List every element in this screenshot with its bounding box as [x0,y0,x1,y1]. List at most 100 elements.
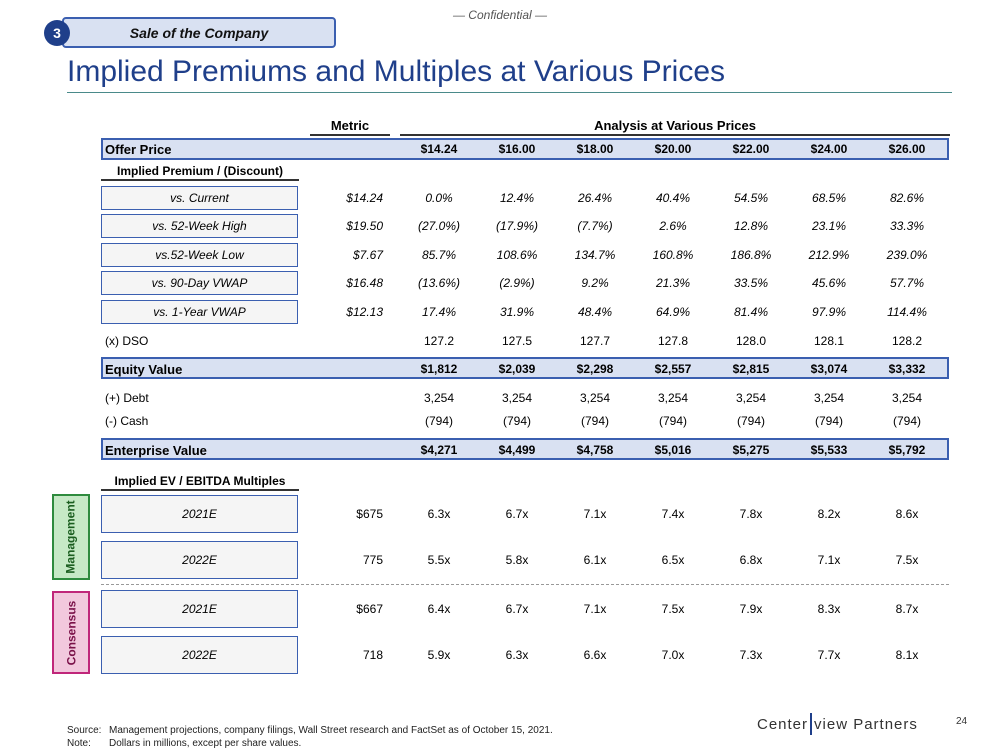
premium-cell: 12.4% [499,191,535,205]
management-multiple-cell: 5.5x [427,553,451,567]
premium-cell: 64.9% [655,305,691,319]
note-text: Dollars in millions, except per share va… [109,738,302,749]
logo-left: Center [757,715,809,733]
management-multiple-cell: 7.5x [895,553,919,567]
cash-cell: (794) [580,414,609,428]
offer-price-cell: $22.00 [732,142,770,156]
dso-cell: 127.2 [423,334,455,348]
dso-cell: 128.0 [735,334,767,348]
premium-cell: 9.2% [581,276,609,290]
consensus-multiple-cell: 7.0x [661,648,685,662]
consensus-multiple-cell: 6.7x [505,602,529,616]
section-separator [101,584,949,585]
consensus-multiple-cell: 6.3x [505,648,529,662]
equity-value-cell: $2,557 [654,362,692,376]
premium-cell: (7.7%) [577,219,613,233]
consensus-multiple-cell: 7.3x [739,648,763,662]
debt-cell: 3,254 [813,391,845,405]
premium-cell: (2.9%) [499,276,535,290]
analysis-header: Analysis at Various Prices [594,118,756,133]
management-multiple-cell: 8.6x [895,507,919,521]
management-multiple-cell: 6.8x [739,553,763,567]
consensus-multiple-cell: 7.7x [817,648,841,662]
premium-cell: (17.9%) [495,219,539,233]
analysis-header-rule [400,134,950,136]
premium-metric: $14.24 [346,191,383,205]
source-key: Source: [67,725,102,736]
premium-cell: 23.1% [811,219,847,233]
debt-cell: 3,254 [735,391,767,405]
debt-cell: 3,254 [501,391,533,405]
premium-cell: 57.7% [889,276,925,290]
consensus-multiple-cell: 7.5x [661,602,685,616]
enterprise-value-label: Enterprise Value [105,443,207,458]
note-footnote: Note: Dollars in millions, except per sha… [67,738,301,749]
premium-row-label: vs.52-Week Low [101,243,298,267]
premium-cell: 48.4% [577,305,613,319]
premium-cell: 160.8% [652,248,694,262]
management-multiple-cell: 7.4x [661,507,685,521]
premium-metric: $19.50 [346,219,383,233]
premium-heading: Implied Premium / (Discount) [101,164,299,181]
premium-cell: 17.4% [421,305,457,319]
enterprise-value-band [101,438,949,460]
metric-header-rule [310,134,390,136]
dso-cell: 128.2 [891,334,923,348]
consensus-row-label: 2021E [101,590,298,628]
premium-cell: 81.4% [733,305,769,319]
premium-row-label: vs. 90-Day VWAP [101,271,298,295]
management-multiple-cell: 6.7x [505,507,529,521]
equity-value-cell: $2,039 [498,362,536,376]
premium-cell: 82.6% [889,191,925,205]
consensus-multiple-cell: 5.9x [427,648,451,662]
enterprise-value-cell: $5,792 [888,443,926,457]
premium-cell: 40.4% [655,191,691,205]
management-label-text: Management [64,500,79,574]
page-number: 24 [956,716,968,727]
premium-cell: 186.8% [730,248,772,262]
source-text: Management projections, company filings,… [109,725,553,736]
premium-cell: (27.0%) [417,219,461,233]
premium-cell: 97.9% [811,305,847,319]
enterprise-value-cell: $4,499 [498,443,536,457]
cash-cell: (794) [814,414,843,428]
premium-cell: 108.6% [496,248,538,262]
enterprise-value-cell: $5,275 [732,443,770,457]
premium-cell: 33.3% [889,219,925,233]
premium-cell: 212.9% [808,248,850,262]
debt-label: (+) Debt [105,391,149,405]
consensus-multiple-cell: 8.7x [895,602,919,616]
offer-price-cell: $16.00 [498,142,536,156]
premium-metric: $7.67 [352,248,383,262]
dso-cell: 127.7 [579,334,611,348]
debt-cell: 3,254 [423,391,455,405]
equity-value-cell: $3,074 [810,362,848,376]
management-label: Management [52,494,90,580]
offer-price-cell: $18.00 [576,142,614,156]
offer-price-cell: $24.00 [810,142,848,156]
offer-price-cell: $20.00 [654,142,692,156]
debt-cell: 3,254 [657,391,689,405]
premium-cell: 85.7% [421,248,457,262]
enterprise-value-cell: $4,271 [420,443,458,457]
title-divider [67,92,952,93]
management-multiple-cell: 5.8x [505,553,529,567]
equity-value-cell: $2,815 [732,362,770,376]
premium-metric: $16.48 [346,276,383,290]
note-key: Note: [67,738,91,749]
premium-row-label: vs. 1-Year VWAP [101,300,298,324]
dso-label: (x) DSO [105,334,149,348]
source-footnote: Source: Management projections, company f… [67,725,553,736]
debt-cell: 3,254 [891,391,923,405]
management-multiple-cell: 6.1x [583,553,607,567]
consensus-label-text: Consensus [64,600,78,665]
equity-value-cell: $3,332 [888,362,926,376]
section-title: Sale of the Company [129,24,269,41]
cash-cell: (794) [658,414,687,428]
consensus-multiple-cell: 8.3x [817,602,841,616]
section-tab: Sale of the Company [62,17,336,48]
management-row-label: 2022E [101,541,298,579]
consensus-row-label: 2022E [101,636,298,674]
dso-cell: 127.5 [501,334,533,348]
consensus-multiple-cell: 8.1x [895,648,919,662]
